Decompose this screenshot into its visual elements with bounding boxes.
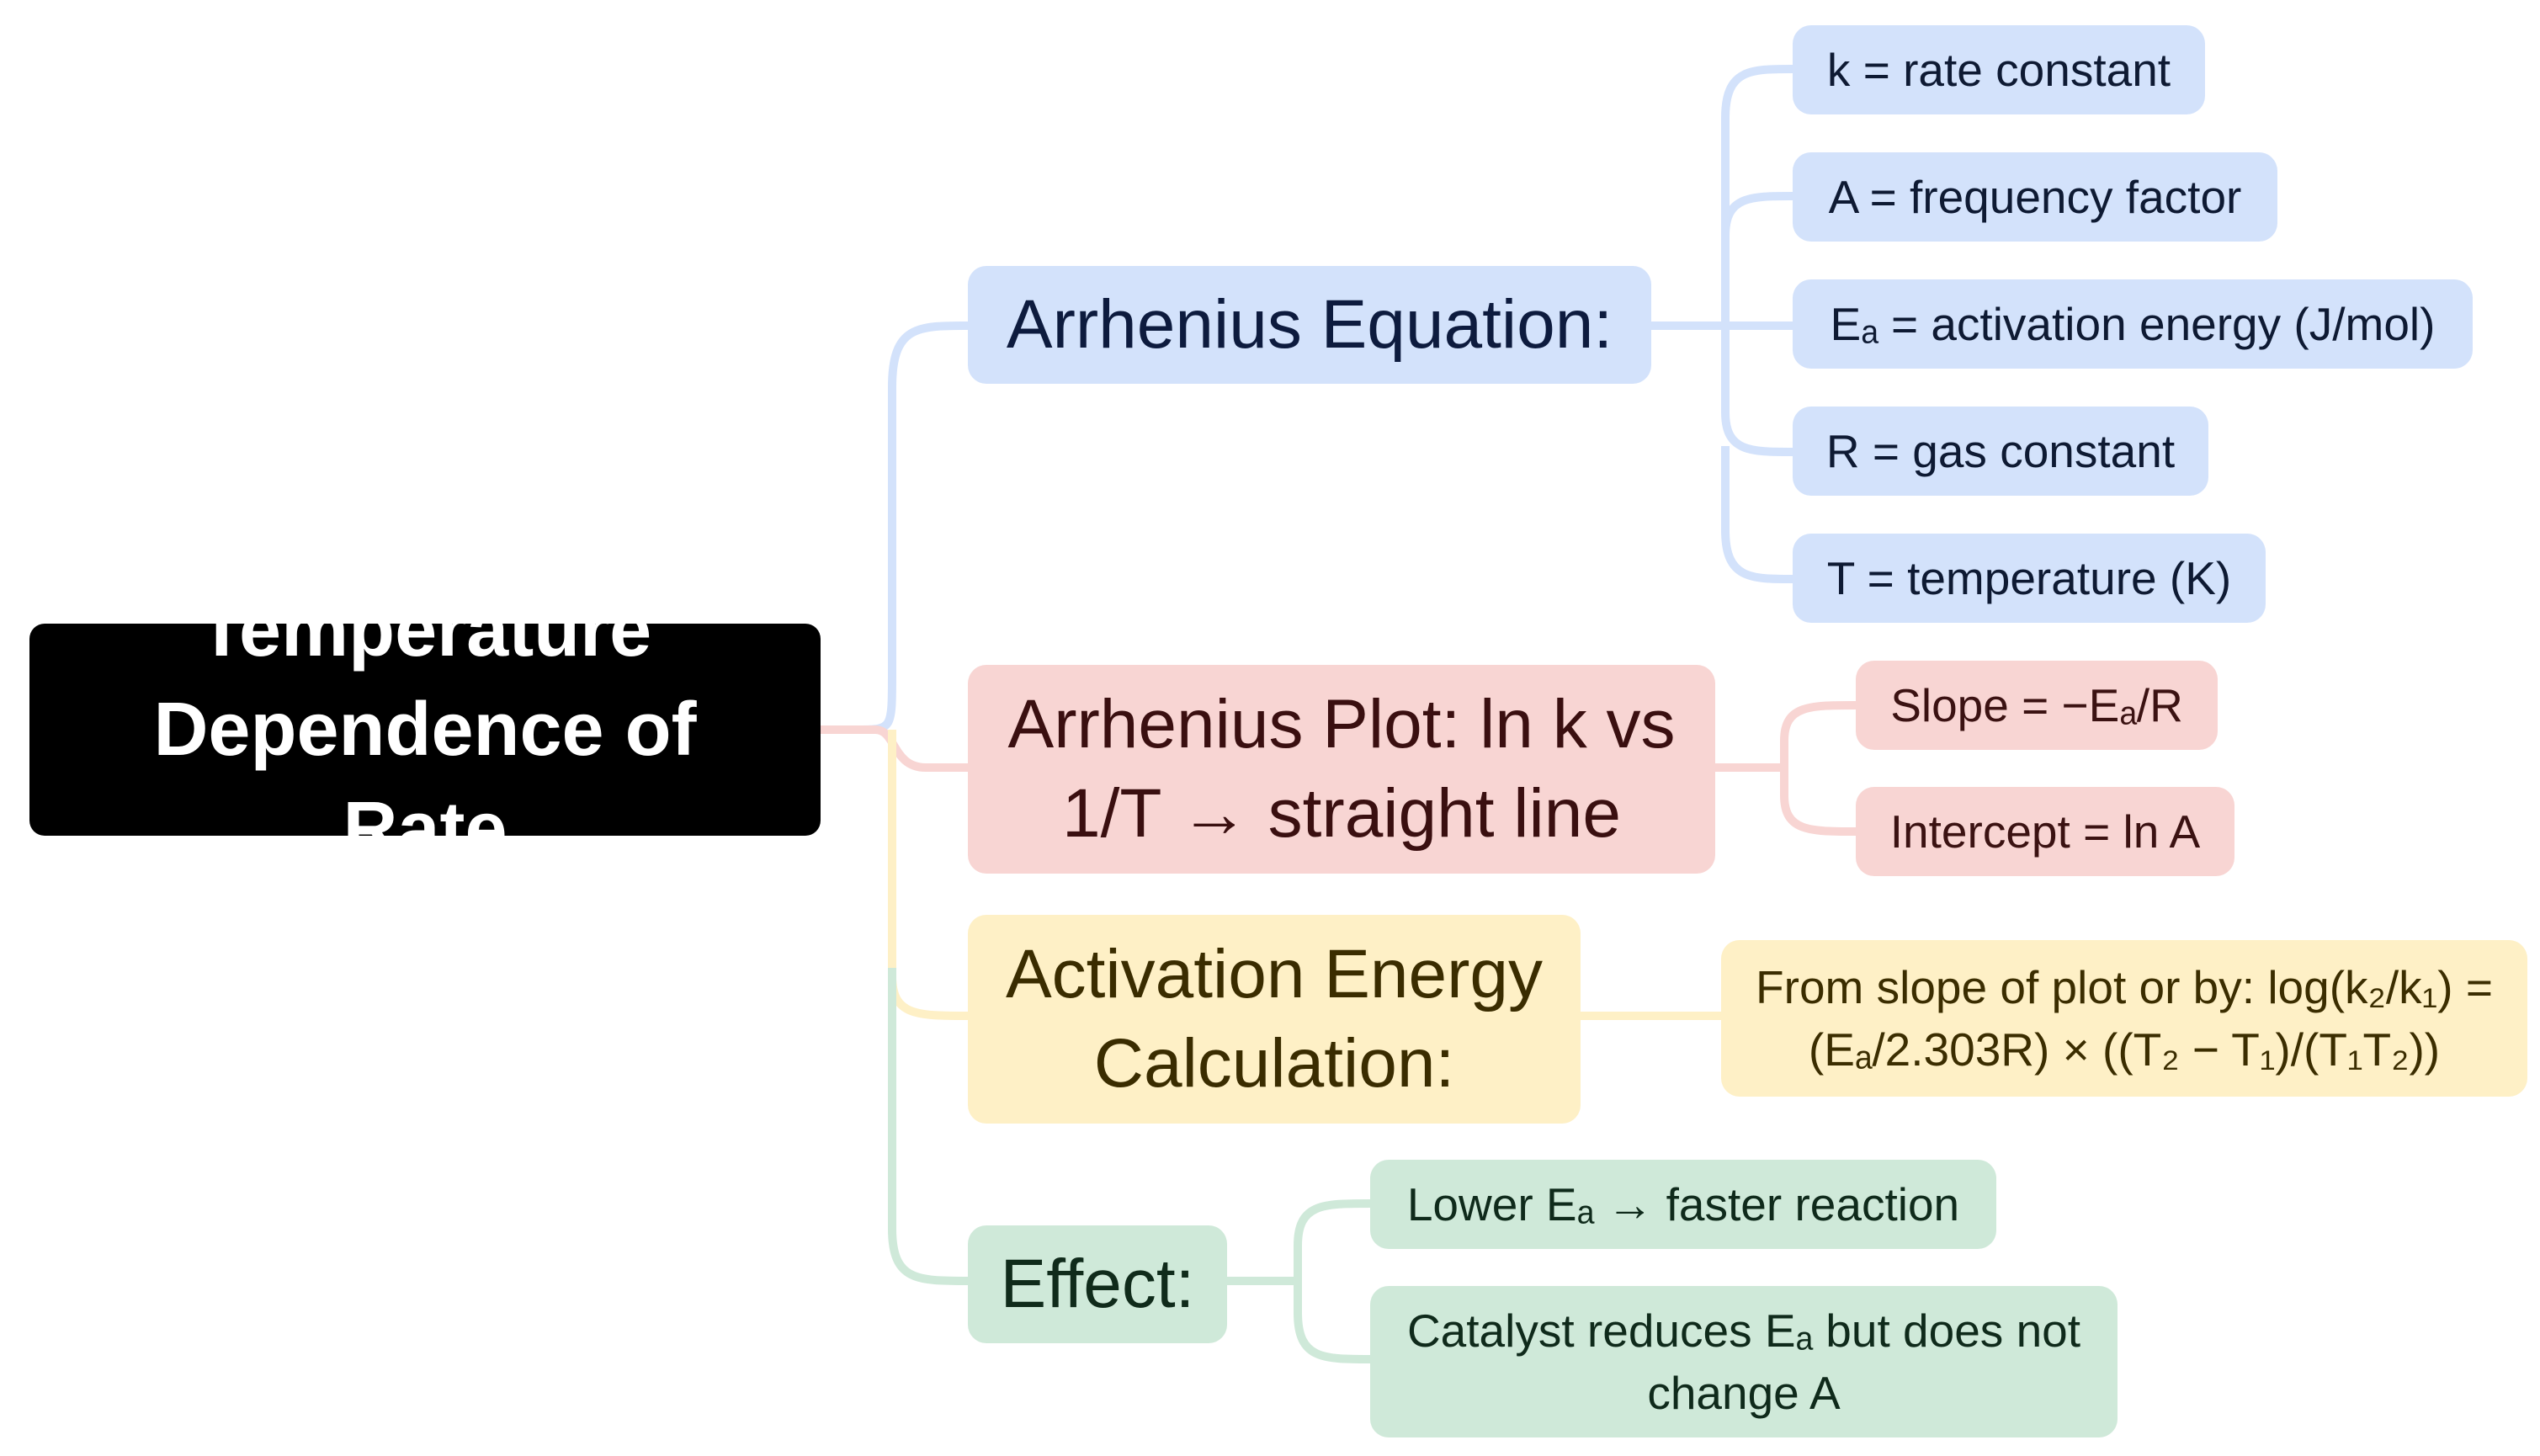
effect-child-lower-ea: Lower Eₐ → faster reaction bbox=[1370, 1160, 1996, 1249]
edge-root-arrhenius-equation bbox=[821, 321, 969, 734]
edge-plot-child-2 bbox=[1780, 768, 1857, 836]
branch-arrhenius-equation-label: Arrhenius Equation: bbox=[1006, 286, 1613, 363]
edge-eq-child-1 bbox=[1651, 65, 1793, 330]
effect-child-lower-ea-label: Lower Eₐ → faster reaction bbox=[1406, 1178, 1960, 1230]
eq-child-ea-label: Eₐ = activation energy (J/mol) bbox=[1830, 298, 2436, 350]
plot-child-intercept-label: Intercept = ln A bbox=[1889, 805, 2201, 858]
eq-child-r: R = gas constant bbox=[1793, 407, 2208, 496]
edge-root-activation-energy bbox=[888, 730, 969, 1020]
plot-child-intercept: Intercept = ln A bbox=[1856, 787, 2234, 876]
root-label: Temperature Dependence of Rate bbox=[153, 588, 697, 871]
effect-child-catalyst-line2: change A bbox=[1647, 1367, 1841, 1419]
branch-arrhenius-equation: Arrhenius Equation: bbox=[968, 266, 1651, 384]
eq-child-t: T = temperature (K) bbox=[1793, 534, 2266, 623]
eq-child-ea: Eₐ = activation energy (J/mol) bbox=[1793, 279, 2473, 369]
edge-root-effect bbox=[888, 968, 969, 1285]
ae-child-formula-line1: From slope of plot or by: log(k₂/k₁) = bbox=[1756, 961, 2493, 1013]
eq-child-t-label: T = temperature (K) bbox=[1826, 552, 2232, 604]
eq-child-k-label: k = rate constant bbox=[1826, 44, 2171, 96]
branch-activation-energy-label-line2: Calculation: bbox=[1093, 1025, 1455, 1102]
root-node: Temperature Dependence of Rate bbox=[29, 588, 821, 871]
plot-child-slope-label: Slope = −Eₐ/R bbox=[1890, 679, 2183, 731]
edge-effect-child-2 bbox=[1294, 1281, 1371, 1363]
eq-child-a: A = frequency factor bbox=[1793, 152, 2277, 242]
branch-arrhenius-plot-label-line2: 1/T → straight line bbox=[1062, 775, 1621, 852]
branch-arrhenius-plot: Arrhenius Plot: ln k vs 1/T → straight l… bbox=[968, 665, 1715, 874]
edge-eq-child-5 bbox=[1721, 446, 1793, 583]
plot-child-slope: Slope = −Eₐ/R bbox=[1856, 661, 2218, 750]
eq-child-r-label: R = gas constant bbox=[1825, 425, 2176, 477]
effect-child-catalyst: Catalyst reduces Eₐ but does not change … bbox=[1370, 1286, 2118, 1437]
edge-eq-child-4 bbox=[1721, 326, 1793, 456]
edge-plot-child-1 bbox=[1715, 701, 1857, 772]
ae-child-formula: From slope of plot or by: log(k₂/k₁) = (… bbox=[1721, 940, 2527, 1097]
eq-child-k: k = rate constant bbox=[1793, 25, 2205, 114]
branch-arrhenius-plot-label-line1: Arrhenius Plot: ln k vs bbox=[1007, 686, 1676, 763]
edge-eq-child-2 bbox=[1721, 192, 1793, 236]
branch-activation-energy: Activation Energy Calculation: bbox=[968, 915, 1581, 1124]
effect-child-catalyst-line1: Catalyst reduces Eₐ but does not bbox=[1406, 1305, 2081, 1357]
eq-child-a-label: A = frequency factor bbox=[1828, 171, 2242, 223]
branch-effect: Effect: bbox=[968, 1225, 1227, 1343]
branch-activation-energy-label-line1: Activation Energy bbox=[1005, 936, 1544, 1012]
edge-effect-child-1 bbox=[1227, 1199, 1371, 1285]
ae-child-formula-line2: (Eₐ/2.303R) × ((T₂ − T₁)/(T₁T₂)) bbox=[1808, 1023, 2441, 1076]
branch-effect-label: Effect: bbox=[1000, 1246, 1195, 1322]
